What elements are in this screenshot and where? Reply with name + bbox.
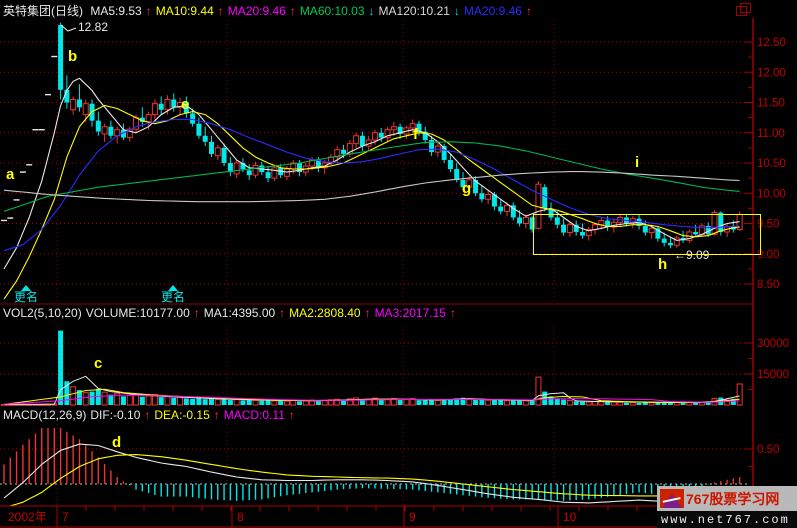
up-arrow-icon: ↑	[213, 408, 220, 422]
annotation-letter-i: i	[635, 154, 640, 171]
indicator-value: VOL2(5,10,20)	[3, 306, 82, 320]
rename-event-marker: 更名	[161, 285, 201, 304]
peak-pointer-line	[60, 24, 77, 32]
month-label-8: 8	[237, 510, 244, 524]
time-axis: 2002年 7 8 9 10	[0, 506, 797, 528]
svg-text:11.00: 11.00	[757, 128, 785, 140]
indicator-value: MA20:9.46	[227, 4, 286, 18]
time-axis-year-label: 2002年	[8, 510, 47, 524]
annotation-letter-f: f	[413, 126, 418, 143]
indicator-value: MACD:0.11	[223, 408, 285, 422]
logo-mountain-shape	[662, 494, 682, 508]
up-arrow-icon: ↑	[525, 4, 532, 18]
annotation-letter-h: h	[658, 256, 668, 273]
indicator-value: MA2:2808.40	[289, 306, 361, 320]
up-arrow-icon: ↑	[364, 306, 371, 320]
indicator-value: DEA:-0.15	[154, 408, 210, 422]
down-arrow-icon: ↓	[453, 4, 460, 18]
up-arrow-icon: ↑	[289, 4, 296, 18]
svg-text:12.50: 12.50	[757, 37, 786, 49]
price-axis-layer: 12.50 12.00 11.50 11.00 10.50 10.00 9.50 9.00 8.…	[745, 37, 789, 467]
up-triangle-icon	[21, 285, 31, 291]
up-arrow-icon: ↑	[193, 306, 200, 320]
chart-title: 英特集团(日线)	[3, 4, 83, 18]
svg-text:8.50: 8.50	[757, 279, 779, 291]
up-arrow-icon: ↑	[217, 4, 224, 18]
annotation-letter-g: g	[462, 180, 472, 197]
indicator-value: MA5:9.53	[90, 4, 142, 18]
indicator-value: MA1:4395.00	[203, 306, 276, 320]
volume-bars-layer	[1, 330, 743, 406]
annotation-letter-d: d	[112, 434, 122, 451]
annotation-letter-e: e	[181, 96, 190, 113]
indicator-value: MA120:10.21	[378, 4, 450, 18]
consolidation-box	[533, 214, 761, 255]
annotation-letter-b: b	[68, 48, 78, 65]
rename-label: 更名	[161, 290, 186, 304]
gridlines	[0, 20, 747, 505]
indicator-value: MA3:2017.15	[374, 306, 446, 320]
svg-text:9.00: 9.00	[757, 249, 779, 261]
peak-price-callout: 12.82	[78, 20, 109, 34]
up-arrow-icon: ↑	[279, 306, 286, 320]
restore-window-icon[interactable]	[736, 3, 752, 16]
up-triangle-icon	[168, 285, 178, 291]
watermark-banner: 767股票学习网	[657, 486, 797, 511]
watermark-logo-icon	[660, 489, 684, 508]
low-price-callout: ←9.09	[674, 248, 710, 262]
up-arrow-icon: ↑	[144, 408, 151, 422]
down-arrow-icon: ↓	[368, 4, 375, 18]
macd-layer	[3, 428, 741, 506]
svg-text:30000: 30000	[757, 338, 789, 350]
restore-icon-front-square	[736, 6, 747, 16]
svg-text:10.50: 10.50	[757, 158, 786, 170]
svg-text:12.00: 12.00	[757, 67, 786, 79]
month-label-10: 10	[563, 510, 577, 524]
rename-event-marker: 更名	[14, 285, 54, 304]
svg-text:10.00: 10.00	[757, 188, 786, 200]
site-watermark: 767股票学习网 www.net767.com	[657, 486, 797, 528]
annotation-letter-a: a	[6, 166, 15, 183]
month-label-9: 9	[409, 510, 416, 524]
svg-text:15000: 15000	[757, 369, 789, 381]
up-arrow-icon: ↑	[145, 4, 152, 18]
volume-pane-header: VOL2(5,10,20) VOLUME:10177.00 ↑ MA1:4395.00…	[3, 306, 460, 320]
svg-text:11.50: 11.50	[757, 98, 785, 110]
watermark-site-url: www.net767.com	[657, 511, 797, 528]
annotation-letter-c: c	[94, 355, 103, 372]
up-arrow-icon: ↑	[449, 306, 456, 320]
indicator-value: MA20:9.46	[463, 4, 522, 18]
macd-pane-header: MACD(12,26,9) DIF:-0.10 ↑ DEA:-0.15 ↑ MACD:0.…	[3, 408, 299, 422]
candles-layer	[1, 22, 743, 249]
volume-ma-layer	[3, 375, 740, 405]
up-arrow-icon: ↑	[288, 408, 295, 422]
indicator-value: MACD(12,26,9)	[3, 408, 87, 422]
rename-label: 更名	[14, 290, 39, 304]
ma-lines-layer	[3, 77, 740, 300]
svg-text:0.50: 0.50	[757, 444, 779, 456]
indicator-value: VOLUME:10177.00	[85, 306, 190, 320]
restore-icon-back-square	[740, 3, 751, 13]
svg-text:9.50: 9.50	[757, 219, 779, 231]
main-pane-header: 英特集团(日线) MA5:9.53 ↑ MA10:9.44 ↑ MA20:9.46 ↑ MA…	[3, 2, 536, 19]
indicator-value: DIF:-0.10	[90, 408, 141, 422]
indicator-value: MA10:9.44	[155, 4, 214, 18]
watermark-site-name: 767股票学习网	[686, 490, 780, 507]
indicator-value: MA60:10.03	[299, 4, 365, 18]
month-label-7: 7	[62, 510, 69, 524]
